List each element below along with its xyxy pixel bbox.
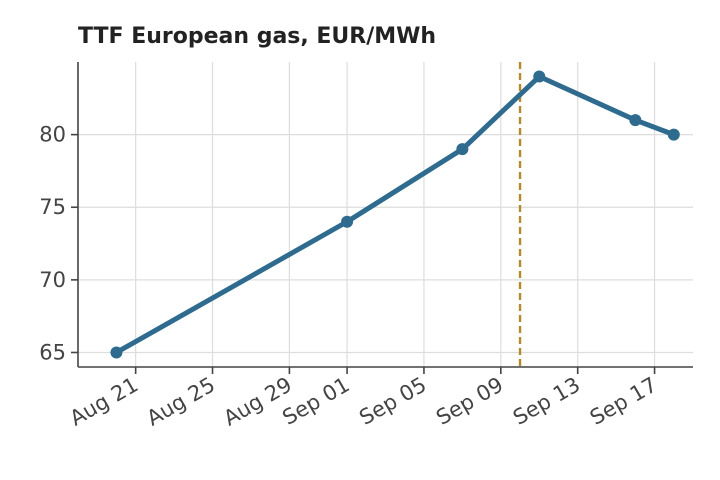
series-group <box>110 70 680 359</box>
y-tick-label: 70 <box>39 268 66 292</box>
y-tick-label: 80 <box>39 123 66 147</box>
x-tick-label: Sep 13 <box>509 373 584 430</box>
x-tick-label: Aug 29 <box>219 373 295 431</box>
axes <box>77 62 693 368</box>
x-tick-label: Sep 05 <box>355 373 430 430</box>
x-tick-label: Sep 01 <box>278 373 353 430</box>
chart-title: TTF European gas, EUR/MWh <box>78 24 437 49</box>
data-point <box>629 114 642 127</box>
x-tick-label: Sep 09 <box>432 373 507 430</box>
y-tick-label: 75 <box>39 195 66 219</box>
y-tick-label: 65 <box>39 340 66 364</box>
data-point <box>456 143 469 156</box>
x-tick-label: Sep 17 <box>586 373 661 430</box>
data-point <box>341 215 354 228</box>
series-line <box>113 74 677 355</box>
x-tick-label: Aug 25 <box>143 373 219 431</box>
x-tick-label: Aug 21 <box>66 373 142 431</box>
grid <box>78 62 693 367</box>
data-point <box>533 70 546 83</box>
data-point <box>667 128 680 141</box>
data-point <box>110 346 123 359</box>
